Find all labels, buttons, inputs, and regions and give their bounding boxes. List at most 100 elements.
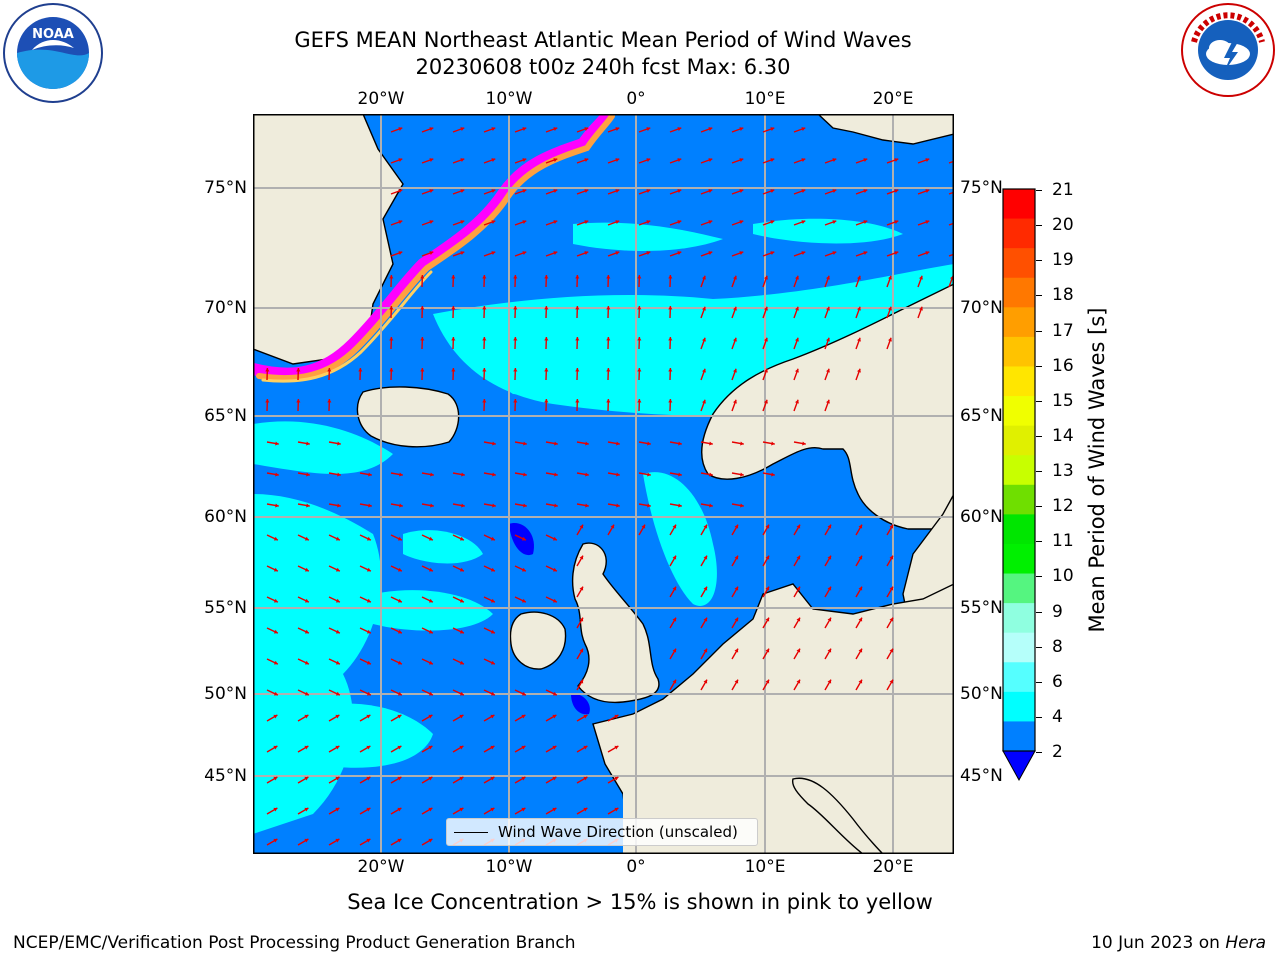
wind-wave-arrowhead (358, 368, 363, 372)
wind-wave-arrowhead (647, 441, 651, 446)
wind-wave-arrowhead (553, 220, 558, 224)
wind-wave-arrowhead (397, 567, 402, 572)
colorbar-segment (1003, 248, 1035, 279)
wind-wave-arrowhead (327, 368, 332, 372)
wind-wave-arrowhead (584, 158, 589, 162)
lon-tick-bottom-10e: 10°E (744, 857, 786, 877)
wind-wave-arrowhead (606, 368, 611, 372)
wind-wave-arrowhead (678, 503, 682, 508)
lon-tick-bottom-0: 0° (626, 857, 646, 877)
wind-wave-arrowhead (583, 745, 588, 750)
colorbar-segment (1003, 336, 1035, 368)
wind-wave-arrowhead (428, 660, 433, 665)
wind-wave-arrowhead (273, 567, 278, 572)
wind-wave-arrowhead (919, 275, 923, 280)
wind-wave-arrowhead (522, 158, 527, 162)
wind-wave-arrowhead (296, 368, 301, 372)
wind-wave-arrowhead (888, 337, 892, 342)
lat-tick-left-60n: 60°N (204, 507, 247, 527)
wind-wave-arrowhead (585, 472, 589, 477)
wind-wave-arrowhead (733, 306, 737, 311)
colorbar-segment (1003, 396, 1035, 427)
lat-tick-left-50n: 50°N (204, 684, 247, 704)
colorbar-segment (1003, 603, 1035, 634)
wind-wave-arrowhead (889, 555, 894, 560)
wind-wave-arrowhead (459, 691, 464, 696)
wind-wave-arrowhead (827, 586, 832, 591)
wind-wave-arrowhead (430, 472, 434, 477)
colorbar-tick-label: 14 (1052, 425, 1074, 446)
wind-wave-arrowhead (306, 441, 310, 446)
wind-wave-arrowhead (554, 472, 558, 477)
colorbar-tick-mark (1036, 365, 1042, 367)
wind-wave-arrowhead (677, 189, 682, 193)
wind-wave-arrowhead (764, 399, 768, 404)
wind-wave-arrowhead (826, 399, 830, 404)
wind-wave-arrowhead (770, 158, 775, 162)
wind-wave-arrowhead (459, 660, 464, 665)
wind-wave-arrowhead (459, 745, 464, 750)
wind-wave-arrowhead (585, 441, 589, 446)
wind-wave-arrowhead (677, 251, 682, 255)
wind-wave-arrowhead (709, 441, 713, 446)
wind-wave-arrowhead (606, 399, 611, 403)
map-frame (253, 114, 954, 854)
wind-wave-arrowhead (771, 472, 775, 477)
sea-ice-caption: Sea Ice Concentration > 15% is shown in … (347, 890, 933, 914)
wind-wave-arrowhead (273, 745, 278, 750)
wind-wave-arrowhead (428, 745, 433, 750)
colorbar-tick-label: 10 (1052, 566, 1074, 587)
colorbar-tick-label: 6 (1052, 671, 1063, 692)
wind-wave-arrowhead (460, 127, 465, 131)
wind-wave-arrowhead (733, 275, 737, 280)
wind-wave-arrowhead (832, 158, 837, 162)
wind-wave-arrowhead (863, 158, 868, 162)
wind-wave-arrowhead (368, 503, 372, 508)
wind-wave-arrowhead (459, 807, 464, 812)
lon-tick-top-20e: 20°E (872, 89, 914, 109)
colorbar-segment (1003, 662, 1035, 693)
wind-wave-arrowhead (430, 503, 434, 508)
wind-wave-arrowhead (490, 536, 495, 541)
wind-wave-arrowhead (616, 441, 620, 446)
wind-wave-arrowhead (795, 399, 799, 404)
wind-wave-arrowhead (637, 275, 642, 279)
footer-date: 10 Jun 2023 on Hera (1091, 933, 1266, 953)
wind-wave-arrowhead (544, 399, 549, 403)
wind-wave-arrowhead (460, 251, 465, 255)
legend-label: Wind Wave Direction (unscaled) (498, 823, 738, 841)
wind-wave-arrowhead (265, 368, 270, 372)
wind-wave-arrowhead (734, 617, 739, 622)
colorbar-segment (1003, 543, 1035, 575)
greenland-landmass (253, 114, 404, 365)
colorbar-tick-mark (1036, 190, 1042, 191)
wind-wave-arrowhead (482, 306, 487, 310)
wind-wave-arrowhead (579, 648, 584, 653)
wind-wave-arrowhead (428, 838, 433, 843)
wind-wave-arrowhead (858, 555, 863, 560)
colorbar-label: Mean Period of Wind Waves [s] (1085, 307, 1109, 633)
wind-wave-arrowhead (460, 158, 465, 162)
colorbar-tick-mark (1036, 611, 1042, 613)
wind-wave-arrowhead (459, 776, 464, 781)
wind-wave-arrowhead (925, 251, 930, 255)
colorbar-tick-mark (1036, 225, 1042, 227)
wind-wave-arrowhead (428, 598, 433, 603)
wind-wave-arrowhead (795, 337, 799, 342)
wind-wave-arrowhead (275, 503, 279, 508)
wind-wave-arrowhead (459, 714, 464, 719)
wind-wave-arrowhead (461, 503, 465, 508)
wind-wave-arrowhead (544, 337, 549, 341)
wind-wave-arrowhead (888, 306, 892, 311)
colorbar-tick-label: 15 (1052, 390, 1074, 411)
wind-wave-arrowhead (304, 776, 309, 781)
wind-wave-arrowhead (397, 714, 402, 719)
wind-wave-arrowhead (552, 745, 557, 750)
wind-wave-arrowhead (668, 275, 673, 279)
colorbar-segment (1003, 218, 1035, 249)
wind-wave-arrowhead (522, 220, 527, 224)
lon-tick-top-0: 0° (626, 89, 646, 109)
wind-wave-arrowhead (553, 189, 558, 193)
wind-wave-arrowhead (801, 158, 806, 162)
wind-wave-arrowhead (827, 679, 832, 684)
